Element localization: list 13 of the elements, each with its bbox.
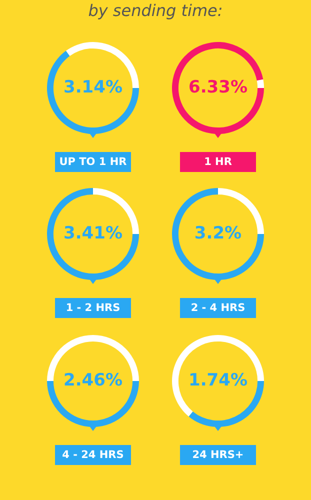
text: 3.2% <box>194 223 242 244</box>
text: 2.46% <box>64 370 122 390</box>
slice-label: UP TO 1 HR <box>55 152 131 172</box>
slice-label: 1 HR <box>180 152 256 172</box>
text: by sending time: <box>87 1 224 20</box>
slice-label: 2 - 4 HRS <box>180 298 256 318</box>
slice-label: 24 HRS+ <box>180 445 256 465</box>
text: 3.41% <box>64 223 122 244</box>
text: 1.74% <box>188 370 248 390</box>
slice-label: 4 - 24 HRS <box>55 445 131 465</box>
text: 3.14% <box>64 77 122 98</box>
slice-label: 1 - 2 HRS <box>55 298 131 318</box>
text: 6.33% <box>188 77 248 98</box>
